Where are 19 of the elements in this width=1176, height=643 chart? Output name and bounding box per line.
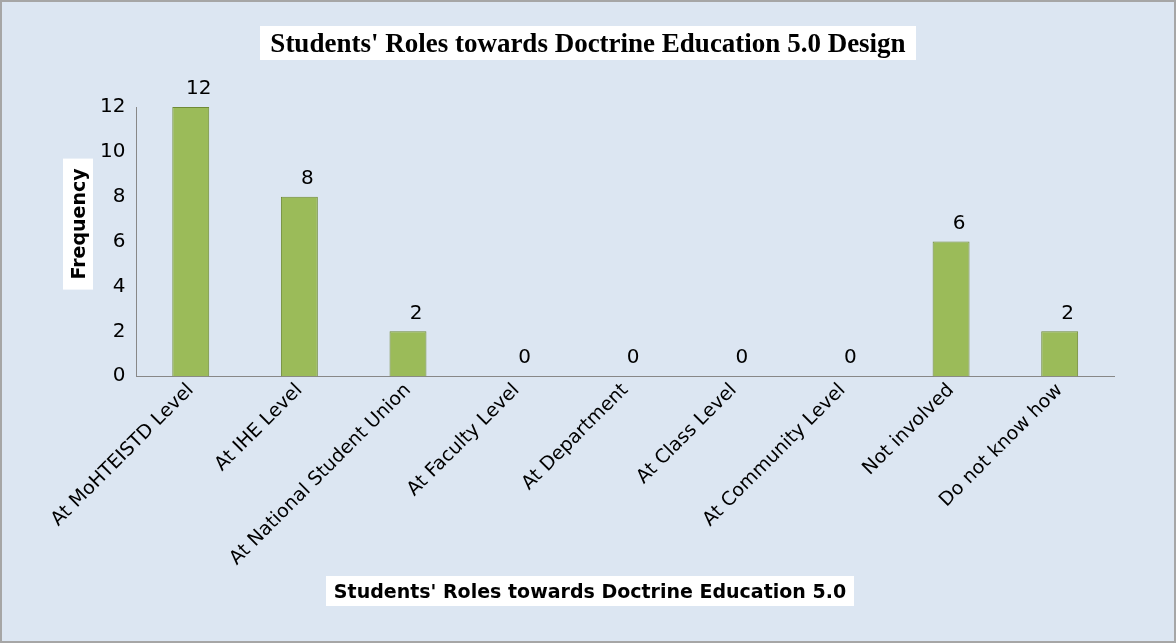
data-label: 2 [409, 299, 423, 324]
data-label: 0 [626, 344, 640, 369]
data-label: 6 [952, 209, 966, 234]
y-tick-label: 8 [112, 182, 126, 207]
chart-title: Students' Roles towards Doctrine Education 5.0 Design [260, 26, 916, 60]
data-label: 12 [186, 75, 212, 100]
y-axis-title: Frequency [63, 158, 93, 290]
x-axis-title: Students' Roles towards Doctrine Education 5.0 [325, 576, 855, 606]
y-tick-label: 12 [100, 93, 126, 118]
y-tick-label: 6 [112, 227, 126, 252]
y-tick-label: 10 [100, 138, 126, 163]
data-label: 0 [844, 344, 857, 369]
data-label: 0 [735, 344, 749, 369]
data-label: 0 [518, 344, 531, 369]
y-tick-label: 4 [112, 272, 126, 297]
y-tick-label: 2 [112, 317, 126, 342]
y-tick-label: 0 [112, 362, 126, 387]
data-label: 8 [301, 164, 314, 189]
data-label: 2 [1061, 299, 1075, 324]
